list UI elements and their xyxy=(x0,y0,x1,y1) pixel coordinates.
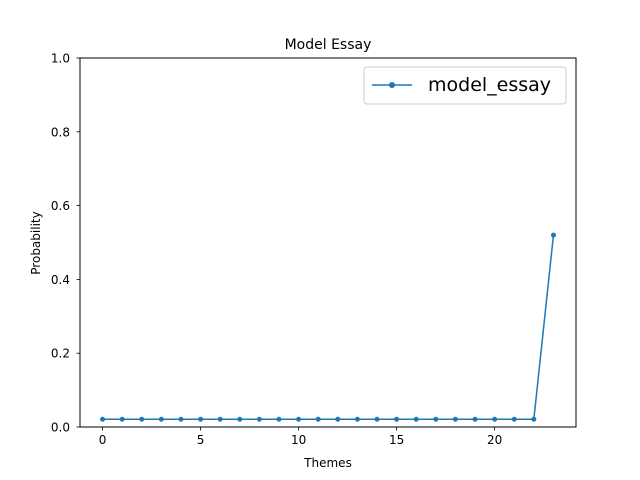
data-point xyxy=(335,416,341,422)
data-point xyxy=(433,416,439,422)
x-tick-label: 5 xyxy=(197,433,205,447)
data-point xyxy=(492,416,498,422)
data-point xyxy=(315,416,321,422)
legend-box xyxy=(363,66,567,105)
data-point xyxy=(139,416,145,422)
plot-frame xyxy=(79,57,577,428)
data-point xyxy=(276,416,282,422)
data-point xyxy=(100,416,106,422)
y-tick-label: 1.0 xyxy=(51,52,70,66)
x-tick-label: 0 xyxy=(99,433,107,447)
data-point xyxy=(531,416,537,422)
y-axis: 0.0 0.2 0.4 0.6 0.8 1.0 xyxy=(51,52,80,435)
data-point xyxy=(217,416,223,422)
plot-layer xyxy=(100,232,556,422)
y-tick-label: 0.8 xyxy=(51,125,70,139)
y-axis-label: Probability xyxy=(29,211,43,274)
legend: model_essay xyxy=(363,66,567,105)
data-point xyxy=(119,416,125,422)
data-point xyxy=(198,416,204,422)
data-point xyxy=(158,416,164,422)
data-point xyxy=(472,416,478,422)
x-axis: 0 5 10 15 20 xyxy=(99,427,502,447)
y-tick-label: 0.4 xyxy=(51,273,70,287)
x-tick-label: 15 xyxy=(389,433,404,447)
data-point xyxy=(178,416,184,422)
x-tick-label: 10 xyxy=(291,433,306,447)
data-point xyxy=(413,416,419,422)
legend-label: model_essay xyxy=(428,74,551,96)
data-point xyxy=(237,416,243,422)
data-point xyxy=(511,416,517,422)
data-point xyxy=(394,416,400,422)
x-axis-label: Themes xyxy=(303,456,352,470)
data-point xyxy=(452,416,458,422)
legend-marker-swatch xyxy=(389,82,395,88)
chart-title: Model Essay xyxy=(285,37,372,53)
data-point xyxy=(296,416,302,422)
series-line xyxy=(101,234,555,420)
data-point xyxy=(354,416,360,422)
y-tick-label: 0.0 xyxy=(51,421,70,435)
x-tick-label: 20 xyxy=(487,433,502,447)
data-point xyxy=(256,416,262,422)
data-point xyxy=(374,416,380,422)
y-tick-label: 0.6 xyxy=(51,199,70,213)
y-tick-label: 0.2 xyxy=(51,347,70,361)
data-point xyxy=(550,232,556,238)
